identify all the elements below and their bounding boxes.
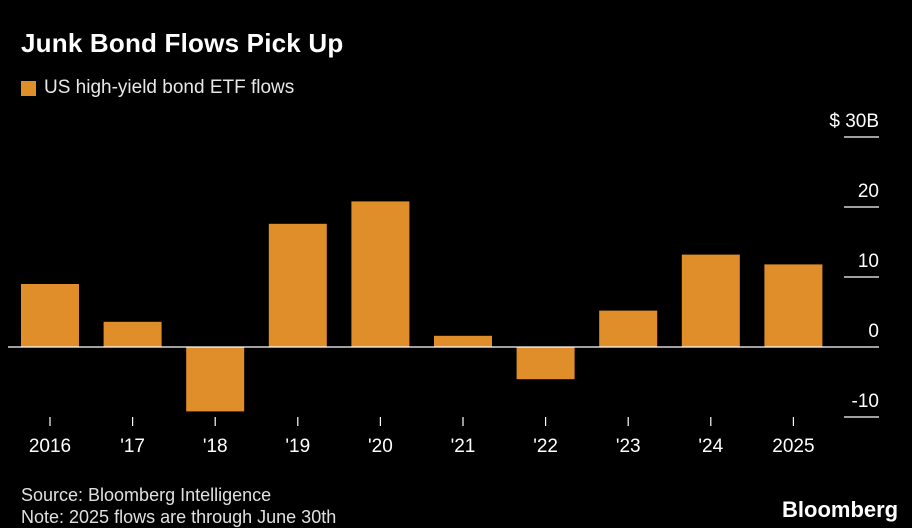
- bar: [21, 284, 79, 347]
- x-tick-label: '24: [698, 436, 723, 457]
- chart-title: Junk Bond Flows Pick Up: [21, 28, 344, 58]
- bar: [186, 347, 245, 412]
- legend-swatch: [21, 80, 36, 96]
- y-tick-label: 20: [858, 181, 879, 202]
- y-tick-label: 10: [858, 251, 879, 272]
- y-tick-label: 0: [868, 321, 879, 342]
- x-tick-label: '22: [533, 436, 558, 457]
- x-tick-label: '17: [120, 436, 145, 457]
- bar: [103, 321, 162, 347]
- bar: [516, 347, 575, 380]
- bar: [268, 223, 327, 347]
- bar-chart: $ 30B 20 10 0 -10 2016 '17 '18 '19 '20 '21 '22 '23 '2…: [8, 111, 879, 457]
- bar: [434, 335, 492, 347]
- bar: [764, 264, 823, 347]
- y-tick-label: $ 30B: [829, 111, 879, 132]
- x-tick-label: 2016: [29, 436, 71, 457]
- bar: [351, 201, 410, 347]
- legend-label: US high-yield bond ETF flows: [44, 77, 295, 98]
- legend: US high-yield bond ETF flows: [21, 77, 294, 99]
- bar: [681, 254, 740, 347]
- bar: [599, 310, 658, 347]
- x-tick-label: 2025: [772, 436, 814, 457]
- x-tick-label: '19: [285, 436, 310, 457]
- bloomberg-logo: Bloomberg: [782, 497, 899, 522]
- source-note: Source: Bloomberg Intelligence: [21, 485, 272, 505]
- x-tick-label: '23: [616, 436, 641, 457]
- footnote: Note: 2025 flows are through June 30th: [21, 507, 337, 527]
- x-tick-label: '21: [451, 436, 476, 457]
- y-tick-label: -10: [852, 391, 879, 412]
- x-tick-label: '18: [203, 436, 228, 457]
- x-tick-label: '20: [368, 436, 393, 457]
